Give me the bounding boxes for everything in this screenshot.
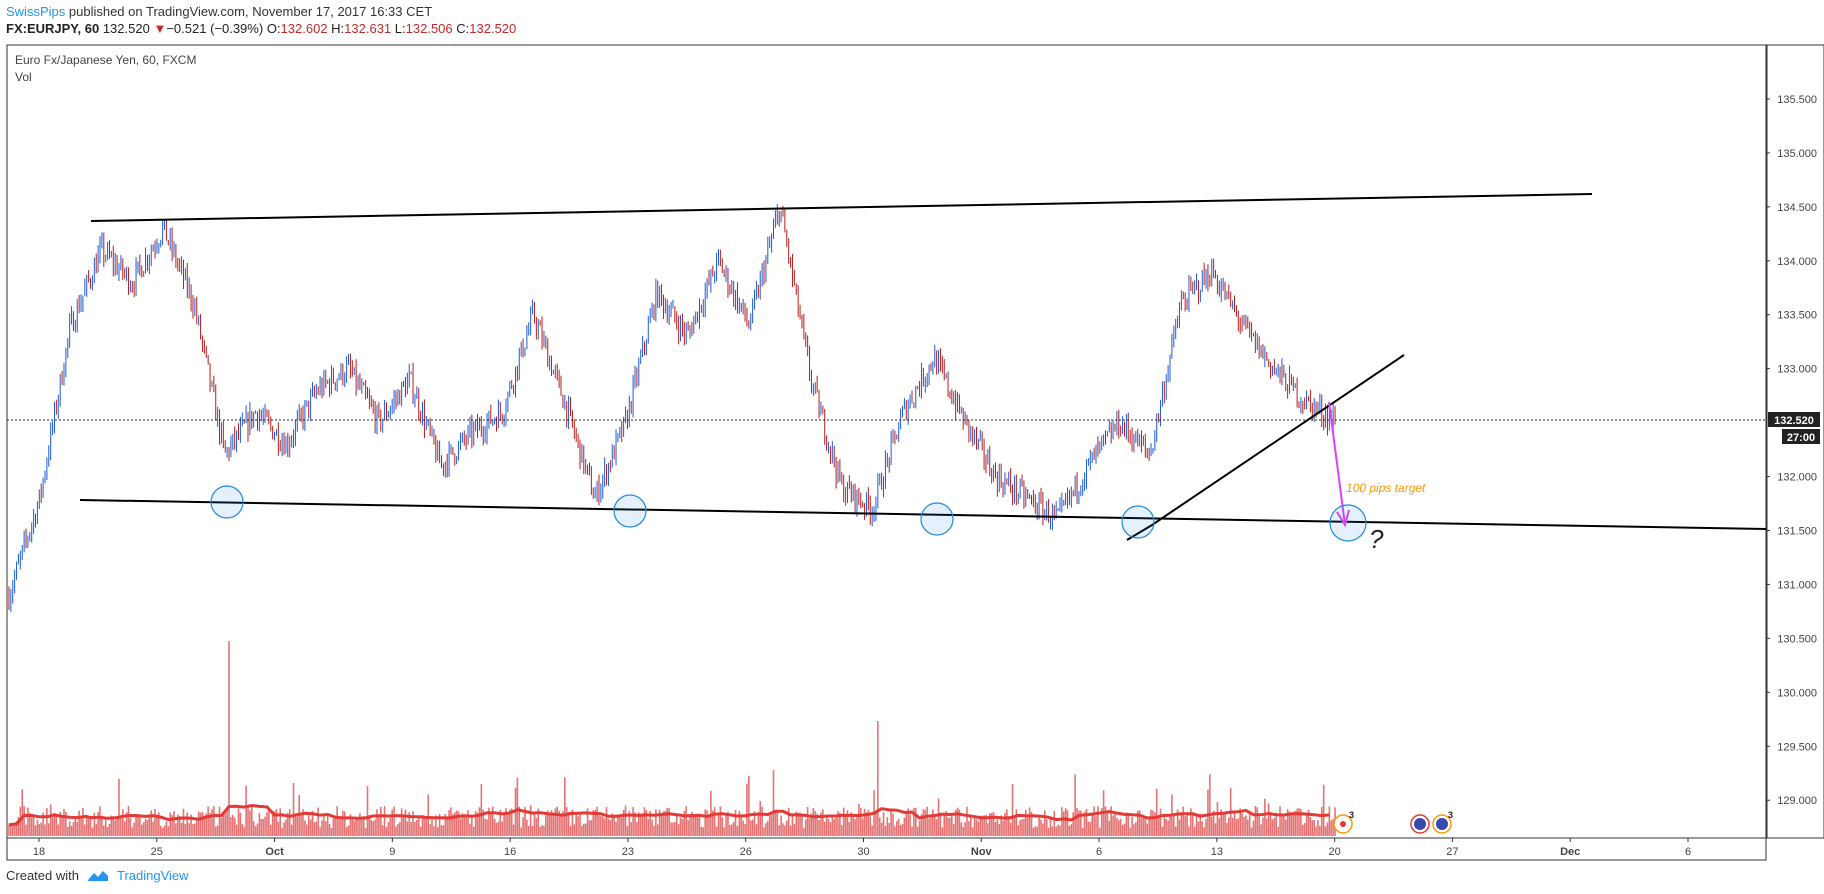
created-with-text: Created with [6,868,79,883]
y-tick-label: 134.000 [1777,256,1817,268]
support-touch-circle[interactable] [1121,505,1155,539]
last-price-marker [1768,412,1820,427]
x-tick-label: 18 [33,846,45,858]
y-tick-label: 133.500 [1777,310,1817,322]
y-tick-label: 135.000 [1777,148,1817,160]
author-link[interactable]: SwissPips [6,4,66,19]
calendar-event-icon[interactable]: 3 [1432,810,1453,834]
indicator-label: Vol [15,70,32,84]
y-tick-label: 134.500 [1777,202,1817,214]
volume-moving-average [8,803,1330,827]
question-mark: ? [1369,524,1384,554]
low-value: 132.506 [405,21,453,36]
upper-trendline[interactable] [90,193,1593,222]
x-axis-ticks: 18 25 Oct 9 16 23 26 30 Nov 6 13 20 27 Dec 6 [33,838,1691,858]
x-tick-label: 23 [622,846,634,858]
calendar-event-icon[interactable] [1410,814,1430,834]
y-tick-label: 131.000 [1777,579,1817,591]
y-tick-label: 130.500 [1777,633,1817,645]
volume-bars [8,641,1336,836]
high-value: 132.631 [344,21,392,36]
target-circle[interactable] [1329,504,1367,542]
y-tick-label: 129.500 [1777,741,1817,753]
breakout-arrow-shaft[interactable] [1328,401,1346,526]
chart-title: Euro Fx/Japanese Yen, 60, FXCM [15,53,196,67]
tradingview-logo-icon [87,869,109,882]
rising-trendline[interactable] [1126,354,1405,541]
high-label: H: [331,21,345,36]
y-tick-label: 135.500 [1777,94,1817,106]
footer: Created with TradingView [6,868,189,883]
breakout-arrow-head [1336,509,1350,528]
y-tick-label: 129.000 [1777,795,1817,807]
publish-info: SwissPips published on TradingView.com, … [6,4,432,20]
open-label: O: [266,21,281,36]
chart-frame [6,44,1767,839]
support-touch-circle[interactable] [210,485,244,519]
support-touch-circle[interactable] [920,502,954,536]
target-label: 100 pips target [1346,481,1426,495]
close-value: 132.520 [469,21,517,36]
close-label: C: [456,21,470,36]
y-tick-label: 130.000 [1777,687,1817,699]
event-badge-count: 3 [1448,810,1453,820]
x-tick-label: Dec [1560,846,1580,858]
down-arrow-icon: ▼ [153,21,167,36]
x-tick-label: 25 [151,846,163,858]
y-axis-ticks: 135.500 135.000 134.500 134.000 133.500 133.0… [1766,94,1817,807]
y-tick-label: 133.000 [1777,364,1817,376]
x-tick-label: 30 [857,846,869,858]
symbol-quote-bar: FX:EURJPY, 60 132.520 ▼−0.521 (−0.39%) O… [6,21,516,37]
x-tick-label: Nov [971,846,993,858]
x-tick-label: 27 [1446,846,1458,858]
x-tick-label: 6 [1096,846,1102,858]
last-price-label: 132.520 [1774,415,1814,427]
x-tick-label: 20 [1329,846,1341,858]
lower-trendline[interactable] [79,499,1767,530]
countdown-marker [1782,429,1820,444]
change-value: −0.521 (−0.39%) [166,21,264,36]
open-value: 132.602 [280,21,328,36]
x-tick-label: 16 [504,846,516,858]
event-badge-count: 3 [1349,810,1354,820]
x-tick-label: 9 [389,846,395,858]
tradingview-link[interactable]: TradingView [116,868,189,883]
event-badge[interactable]: 3 [1333,810,1354,834]
countdown-label: 27:00 [1787,432,1815,444]
y-tick-label: 132.000 [1777,472,1817,484]
x-tick-label: 13 [1211,846,1223,858]
support-touch-circle[interactable] [613,494,647,528]
y-tick-label: 131.500 [1777,526,1817,538]
x-tick-label: 26 [740,846,752,858]
publish-text: published on TradingView.com, November 1… [68,4,433,19]
x-tick-label: 6 [1685,846,1691,858]
low-label: L: [394,21,406,36]
time-axis[interactable] [6,837,1767,861]
symbol-label[interactable]: FX:EURJPY, 60 [6,21,100,36]
x-tick-label: Oct [265,846,284,858]
last-price: 132.520 [102,21,150,36]
price-candles [8,204,1336,613]
